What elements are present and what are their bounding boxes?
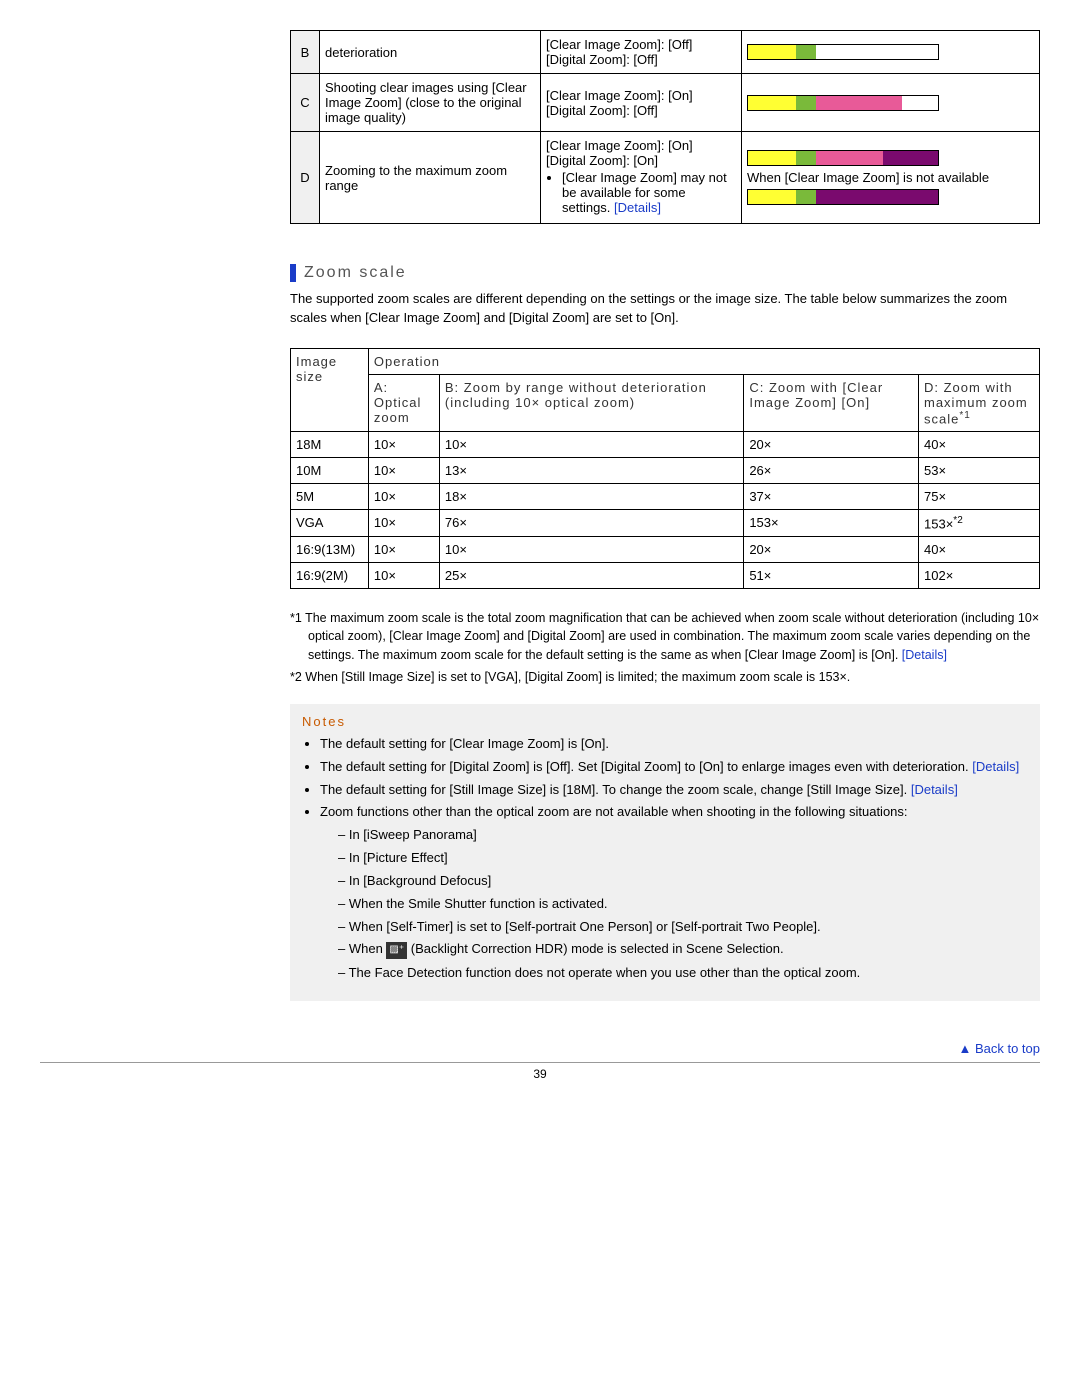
cell-size: 16:9(13M)	[291, 537, 369, 563]
note-item: The default setting for [Digital Zoom] i…	[320, 758, 1028, 777]
details-link[interactable]: [Details]	[972, 759, 1019, 774]
zoom-bar	[747, 44, 939, 60]
cell-d: 40×	[919, 537, 1040, 563]
row-letter: C	[291, 74, 320, 132]
row-desc: deterioration	[320, 31, 541, 74]
row-desc: Shooting clear images using [Clear Image…	[320, 74, 541, 132]
row-bars	[742, 74, 1040, 132]
hdr-icon: ▨⁺	[386, 942, 407, 959]
cell-d: 40×	[919, 432, 1040, 458]
row-settings: [Clear Image Zoom]: [On][Digital Zoom]: …	[541, 132, 742, 224]
scale-row: 5M10×18×37×75×	[291, 484, 1040, 510]
sub-list: In [iSweep Panorama] In [Picture Effect] I…	[338, 826, 1028, 983]
cell-d: 102×	[919, 563, 1040, 589]
row-bars	[742, 31, 1040, 74]
note-item: The default setting for [Still Image Siz…	[320, 781, 1028, 800]
row-settings: [Clear Image Zoom]: [On][Digital Zoom]: …	[541, 74, 742, 132]
cell-d: 75×	[919, 484, 1040, 510]
zoom-bar	[747, 95, 939, 111]
sub-item: In [Picture Effect]	[338, 849, 1028, 868]
col-c: C: Zoom with [Clear Image Zoom] [On]	[744, 374, 919, 431]
sub-item: In [iSweep Panorama]	[338, 826, 1028, 845]
main-content: Bdeterioration[Clear Image Zoom]: [Off][…	[290, 0, 1040, 1062]
sub-item: In [Background Defocus]	[338, 872, 1028, 891]
row-letter: D	[291, 132, 320, 224]
scale-row: 18M10×10×20×40×	[291, 432, 1040, 458]
settings-note: [Clear Image Zoom] may not be available …	[562, 170, 736, 215]
footnote-1-details-link[interactable]: [Details]	[902, 648, 947, 662]
row-letter: B	[291, 31, 320, 74]
cell-b: 13×	[439, 458, 743, 484]
row-settings: [Clear Image Zoom]: [Off][Digital Zoom]:…	[541, 31, 742, 74]
cell-a: 10×	[368, 537, 439, 563]
col-a: A: Optical zoom	[368, 374, 439, 431]
cell-size: 16:9(2M)	[291, 563, 369, 589]
cell-size: 5M	[291, 484, 369, 510]
page-footer: 39	[40, 1062, 1040, 1111]
zoom-bar	[747, 189, 939, 205]
scale-row: 16:9(2M)10×25×51×102×	[291, 563, 1040, 589]
zoom-scale-table: Image sizeOperationA: Optical zoomB: Zoo…	[290, 348, 1040, 590]
zoom-bar	[747, 150, 939, 166]
cell-size: VGA	[291, 510, 369, 537]
cell-d: 53×	[919, 458, 1040, 484]
notes-heading: Notes	[302, 714, 1028, 729]
col-imgsize: Image size	[291, 348, 369, 431]
footnote-1: *1 The maximum zoom scale is the total z…	[290, 609, 1040, 663]
cell-b: 18×	[439, 484, 743, 510]
cell-c: 26×	[744, 458, 919, 484]
cell-size: 10M	[291, 458, 369, 484]
scale-row: 16:9(13M)10×10×20×40×	[291, 537, 1040, 563]
zoom-scale-intro: The supported zoom scales are different …	[290, 290, 1040, 328]
notes-box: Notes The default setting for [Clear Ima…	[290, 704, 1040, 1001]
triangle-up-icon: ▲	[958, 1041, 971, 1056]
cell-b: 10×	[439, 432, 743, 458]
cell-c: 153×	[744, 510, 919, 537]
cell-c: 20×	[744, 432, 919, 458]
cell-d: 153×*2	[919, 510, 1040, 537]
note-item: The default setting for [Clear Image Zoo…	[320, 735, 1028, 754]
cell-a: 10×	[368, 458, 439, 484]
footnote-2: *2 When [Still Image Size] is set to [VG…	[290, 668, 1040, 686]
scale-row: VGA10×76×153×153×*2	[291, 510, 1040, 537]
cell-a: 10×	[368, 432, 439, 458]
zoom-feature-table: Bdeterioration[Clear Image Zoom]: [Off][…	[290, 30, 1040, 224]
cell-c: 51×	[744, 563, 919, 589]
sub-item: When ▨⁺ (Backlight Correction HDR) mode …	[338, 940, 1028, 960]
cell-c: 20×	[744, 537, 919, 563]
cell-b: 25×	[439, 563, 743, 589]
row-desc: Zooming to the maximum zoom range	[320, 132, 541, 224]
notes-list: The default setting for [Clear Image Zoo…	[320, 735, 1028, 983]
note-item: Zoom functions other than the optical zo…	[320, 803, 1028, 982]
cell-a: 10×	[368, 563, 439, 589]
zoom-scale-heading: Zoom scale	[290, 264, 1040, 282]
sub-item: When [Self-Timer] is set to [Self-portra…	[338, 918, 1028, 937]
details-link[interactable]: [Details]	[911, 782, 958, 797]
details-link[interactable]: [Details]	[614, 200, 661, 215]
feature-row: Bdeterioration[Clear Image Zoom]: [Off][…	[291, 31, 1040, 74]
cell-b: 10×	[439, 537, 743, 563]
cell-b: 76×	[439, 510, 743, 537]
back-to-top-link[interactable]: ▲ Back to top	[290, 1041, 1040, 1062]
cell-c: 37×	[744, 484, 919, 510]
col-d: D: Zoom with maximum zoom scale*1	[919, 374, 1040, 431]
row-bars: When [Clear Image Zoom] is not available	[742, 132, 1040, 224]
feature-row: CShooting clear images using [Clear Imag…	[291, 74, 1040, 132]
sub-item: The Face Detection function does not ope…	[338, 964, 1028, 983]
col-b: B: Zoom by range without deterioration (…	[439, 374, 743, 431]
col-operation: Operation	[368, 348, 1039, 374]
cell-size: 18M	[291, 432, 369, 458]
footnotes: *1 The maximum zoom scale is the total z…	[290, 609, 1040, 686]
scale-row: 10M10×13×26×53×	[291, 458, 1040, 484]
sub-item: When the Smile Shutter function is activ…	[338, 895, 1028, 914]
feature-row: DZooming to the maximum zoom range[Clear…	[291, 132, 1040, 224]
cell-a: 10×	[368, 484, 439, 510]
cell-a: 10×	[368, 510, 439, 537]
